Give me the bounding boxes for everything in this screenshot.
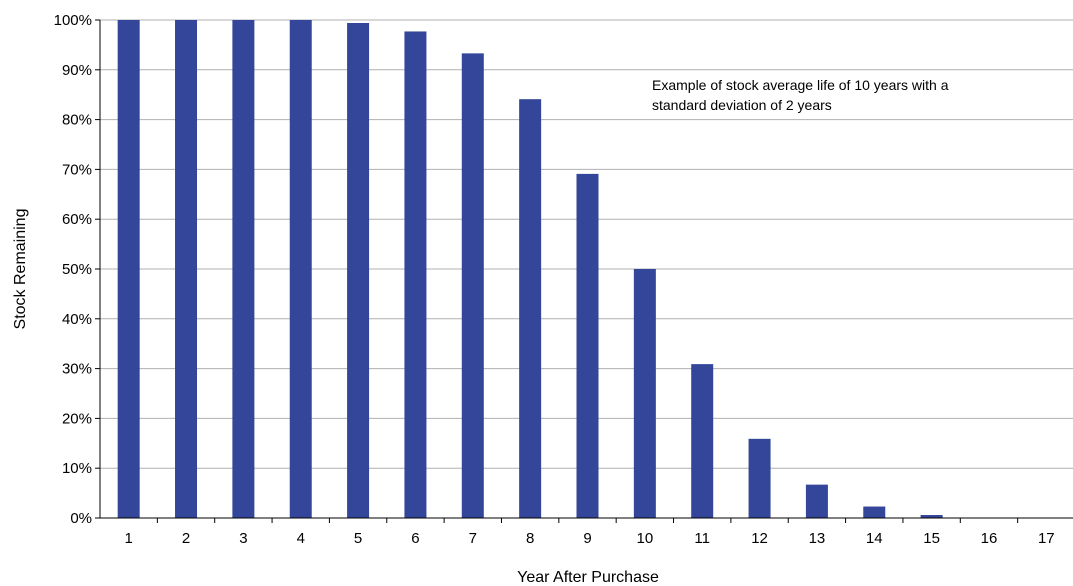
- y-tick-label: 10%: [62, 460, 92, 477]
- x-tick-label: 2: [182, 530, 190, 547]
- x-tick-label: 4: [297, 530, 305, 547]
- y-tick-label: 60%: [62, 211, 92, 228]
- x-tick-label: 12: [751, 530, 768, 547]
- y-tick-label: 50%: [62, 261, 92, 278]
- x-tick-labels: 1 2 3 4 5 6 7 8 9 10 11 12 13 14 15 16 17: [125, 530, 1055, 547]
- annotation-line-2: standard deviation of 2 years: [652, 97, 832, 113]
- bar-year-12: [748, 438, 771, 518]
- y-tick-label: 30%: [62, 361, 92, 378]
- bar-year-1: [117, 20, 140, 518]
- x-tick-label: 3: [239, 530, 247, 547]
- bars: [117, 20, 1000, 519]
- bar-year-15: [920, 515, 943, 518]
- bar-year-7: [461, 53, 484, 519]
- x-tick-label: 1: [125, 530, 133, 547]
- y-tick-labels: 0% 10% 20% 30% 40% 50% 60% 70% 80% 90% 100%: [54, 12, 92, 527]
- bar-year-11: [691, 364, 714, 518]
- x-tick-label: 17: [1038, 530, 1055, 547]
- bar-year-6: [404, 31, 427, 518]
- x-tick-label: 6: [411, 530, 419, 547]
- annotation-line-1: Example of stock average life of 10 year…: [652, 77, 949, 93]
- y-tick-label: 100%: [54, 12, 92, 29]
- x-tick-label: 5: [354, 530, 362, 547]
- y-axis-title: Stock Remaining: [12, 209, 29, 330]
- axes: [95, 19, 1073, 523]
- y-tick-label: 90%: [62, 62, 92, 79]
- x-tick-label: 9: [583, 530, 591, 547]
- bar-year-14: [863, 506, 886, 518]
- y-tick-label: 40%: [62, 311, 92, 328]
- bar-year-2: [175, 20, 198, 518]
- bar-year-10: [633, 269, 656, 518]
- bar-year-5: [347, 22, 370, 518]
- y-tick-label: 70%: [62, 161, 92, 178]
- bar-year-8: [519, 99, 542, 518]
- y-tick-label: 80%: [62, 112, 92, 129]
- annotation-text: Example of stock average life of 10 year…: [652, 77, 952, 113]
- x-tick-label: 10: [637, 530, 654, 547]
- bar-year-3: [232, 20, 255, 518]
- bar-year-9: [576, 173, 599, 518]
- x-axis-title: Year After Purchase: [517, 569, 659, 586]
- x-tick-label: 16: [981, 530, 998, 547]
- x-tick-label: 15: [923, 530, 940, 547]
- bar-year-13: [805, 484, 828, 518]
- x-tick-label: 11: [694, 530, 710, 547]
- x-tick-label: 14: [866, 530, 883, 547]
- y-tick-label: 0%: [70, 510, 92, 527]
- bar-year-4: [289, 20, 312, 518]
- y-tick-label: 20%: [62, 410, 92, 427]
- x-tick-label: 8: [526, 530, 534, 547]
- x-tick-label: 7: [469, 530, 477, 547]
- x-tick-label: 13: [809, 530, 826, 547]
